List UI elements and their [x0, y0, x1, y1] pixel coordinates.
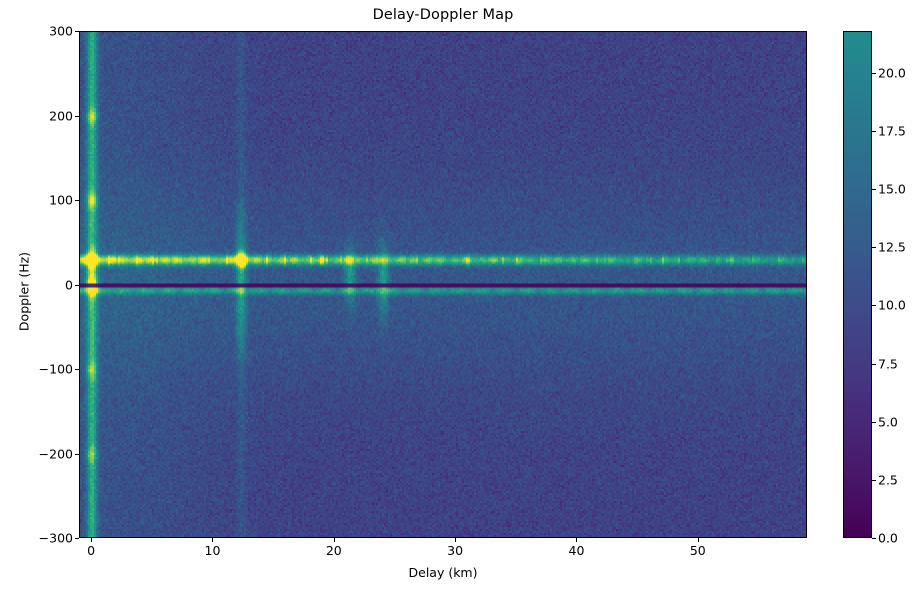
x-tick-mark — [333, 538, 335, 542]
y-tick-mark — [75, 115, 79, 117]
colorbar-tick-label: 17.5 — [878, 123, 906, 139]
y-tick-mark — [75, 538, 79, 539]
colorbar-gradient — [844, 32, 871, 537]
colorbar-tick-mark — [872, 479, 876, 481]
colorbar-tick-mark — [872, 189, 876, 191]
heatmap-plot-area — [79, 31, 807, 538]
chart-title: Delay-Doppler Map — [372, 7, 514, 23]
y-tick-mark — [75, 453, 79, 455]
x-tick-label: 50 — [689, 543, 706, 558]
x-tick-label: 10 — [204, 543, 221, 558]
y-tick-label: 100 — [49, 192, 73, 208]
x-axis-label: Delay (km) — [408, 565, 478, 580]
x-tick-mark — [455, 538, 457, 542]
y-tick-label: 200 — [49, 108, 73, 123]
colorbar-tick-label: 20.0 — [878, 65, 906, 81]
colorbar-tick-label: 15.0 — [878, 181, 906, 197]
x-tick-mark — [212, 538, 214, 542]
x-tick-mark — [697, 538, 699, 542]
x-tick-mark — [576, 538, 578, 542]
x-tick-mark — [91, 538, 93, 542]
colorbar-tick-label: 12.5 — [878, 239, 906, 255]
colorbar-tick-mark — [872, 72, 876, 74]
colorbar-tick-mark — [872, 421, 876, 423]
colorbar-tick-mark — [872, 131, 876, 132]
x-tick-label: 0 — [87, 543, 96, 558]
delay-doppler-heatmap-canvas — [80, 32, 806, 537]
y-tick-mark — [75, 31, 79, 32]
colorbar-tick-label: 0.0 — [878, 530, 898, 546]
x-tick-label: 20 — [325, 543, 342, 558]
y-tick-label: 300 — [49, 23, 73, 39]
colorbar-tick-label: 10.0 — [878, 297, 906, 313]
colorbar-tick-mark — [872, 305, 876, 307]
x-tick-label: 40 — [568, 543, 585, 558]
y-tick-label: −300 — [38, 530, 73, 546]
colorbar-tick-mark — [872, 247, 876, 249]
colorbar — [843, 31, 872, 538]
y-tick-mark — [75, 284, 79, 286]
colorbar-tick-label: 7.5 — [878, 356, 898, 372]
x-tick-label: 30 — [447, 543, 464, 558]
y-tick-mark — [75, 369, 79, 370]
colorbar-tick-label: 5.0 — [878, 414, 898, 430]
colorbar-tick-mark — [872, 538, 876, 539]
colorbar-tick-mark — [872, 363, 876, 365]
y-tick-label: −200 — [38, 446, 73, 461]
y-tick-label: −100 — [38, 361, 73, 377]
colorbar-tick-label: 2.5 — [878, 472, 898, 488]
y-tick-label: 0 — [65, 277, 73, 292]
y-tick-mark — [75, 200, 79, 201]
